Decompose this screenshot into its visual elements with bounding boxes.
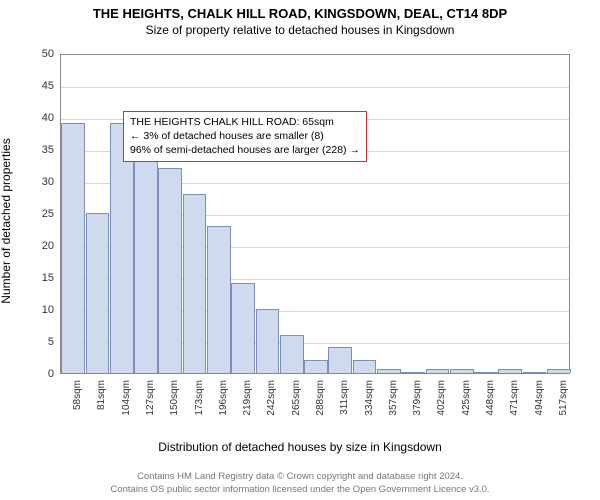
info-line-1: THE HEIGHTS CHALK HILL ROAD: 65sqm [130,115,360,129]
histogram-bar [86,213,110,373]
x-tick-label: 425sqm [461,380,472,430]
y-tick-label: 20 [24,240,54,252]
chart-plot-area: THE HEIGHTS CHALK HILL ROAD: 65sqm ← 3% … [60,54,570,374]
x-tick-label: 288sqm [315,380,326,430]
y-tick-label: 50 [24,48,54,60]
y-tick-label: 0 [24,368,54,380]
histogram-bar [231,283,255,373]
title-block: THE HEIGHTS, CHALK HILL ROAD, KINGSDOWN,… [0,0,600,37]
x-tick-label: 494sqm [534,380,545,430]
y-tick-label: 40 [24,112,54,124]
info-line-2: ← 3% of detached houses are smaller (8) [130,129,360,143]
x-tick-label: 58sqm [72,380,83,430]
x-tick-label: 81sqm [96,380,107,430]
histogram-bar [353,360,377,373]
x-tick-label: 471sqm [509,380,520,430]
x-tick-label: 448sqm [485,380,496,430]
histogram-bar [183,194,207,373]
footer-attribution: Contains HM Land Registry data © Crown c… [0,471,600,496]
y-tick-label: 5 [24,336,54,348]
histogram-bar [328,347,352,373]
histogram-bar [256,309,280,373]
chart-subtitle: Size of property relative to detached ho… [0,23,600,37]
x-tick-label: 104sqm [121,380,132,430]
histogram-bar [158,168,182,373]
x-tick-label: 334sqm [364,380,375,430]
histogram-bar [547,369,571,373]
histogram-bar [61,123,85,373]
x-tick-label: 150sqm [169,380,180,430]
x-tick-label: 311sqm [339,380,350,430]
histogram-bar [280,335,304,373]
x-tick-label: 265sqm [291,380,302,430]
y-tick-label: 30 [24,176,54,188]
footer-line-1: Contains HM Land Registry data © Crown c… [0,471,600,483]
footer-line-2: Contains OS public sector information li… [0,484,600,496]
info-box: THE HEIGHTS CHALK HILL ROAD: 65sqm ← 3% … [123,111,367,162]
x-tick-label: 196sqm [218,380,229,430]
info-line-3: 96% of semi-detached houses are larger (… [130,143,360,157]
histogram-bar [498,369,522,373]
x-axis-label: Distribution of detached houses by size … [0,440,600,454]
y-axis-label: Number of detached properties [0,138,13,303]
chart-title: THE HEIGHTS, CHALK HILL ROAD, KINGSDOWN,… [0,6,600,21]
histogram-bar [207,226,231,373]
x-tick-label: 357sqm [388,380,399,430]
histogram-bar [377,369,401,373]
x-tick-label: 379sqm [412,380,423,430]
x-tick-label: 173sqm [194,380,205,430]
x-tick-label: 517sqm [558,380,569,430]
histogram-bar [474,372,498,373]
x-tick-label: 219sqm [242,380,253,430]
x-tick-label: 242sqm [266,380,277,430]
histogram-bar [304,360,328,373]
histogram-bar [134,149,158,373]
histogram-bar [426,369,450,373]
x-tick-label: 402sqm [436,380,447,430]
y-tick-label: 45 [24,80,54,92]
y-tick-label: 35 [24,144,54,156]
gridline [61,87,569,88]
x-tick-label: 127sqm [145,380,156,430]
histogram-bar [523,372,547,373]
y-tick-label: 25 [24,208,54,220]
y-tick-label: 10 [24,304,54,316]
histogram-bar [401,372,425,373]
histogram-bar [450,369,474,373]
y-tick-label: 15 [24,272,54,284]
